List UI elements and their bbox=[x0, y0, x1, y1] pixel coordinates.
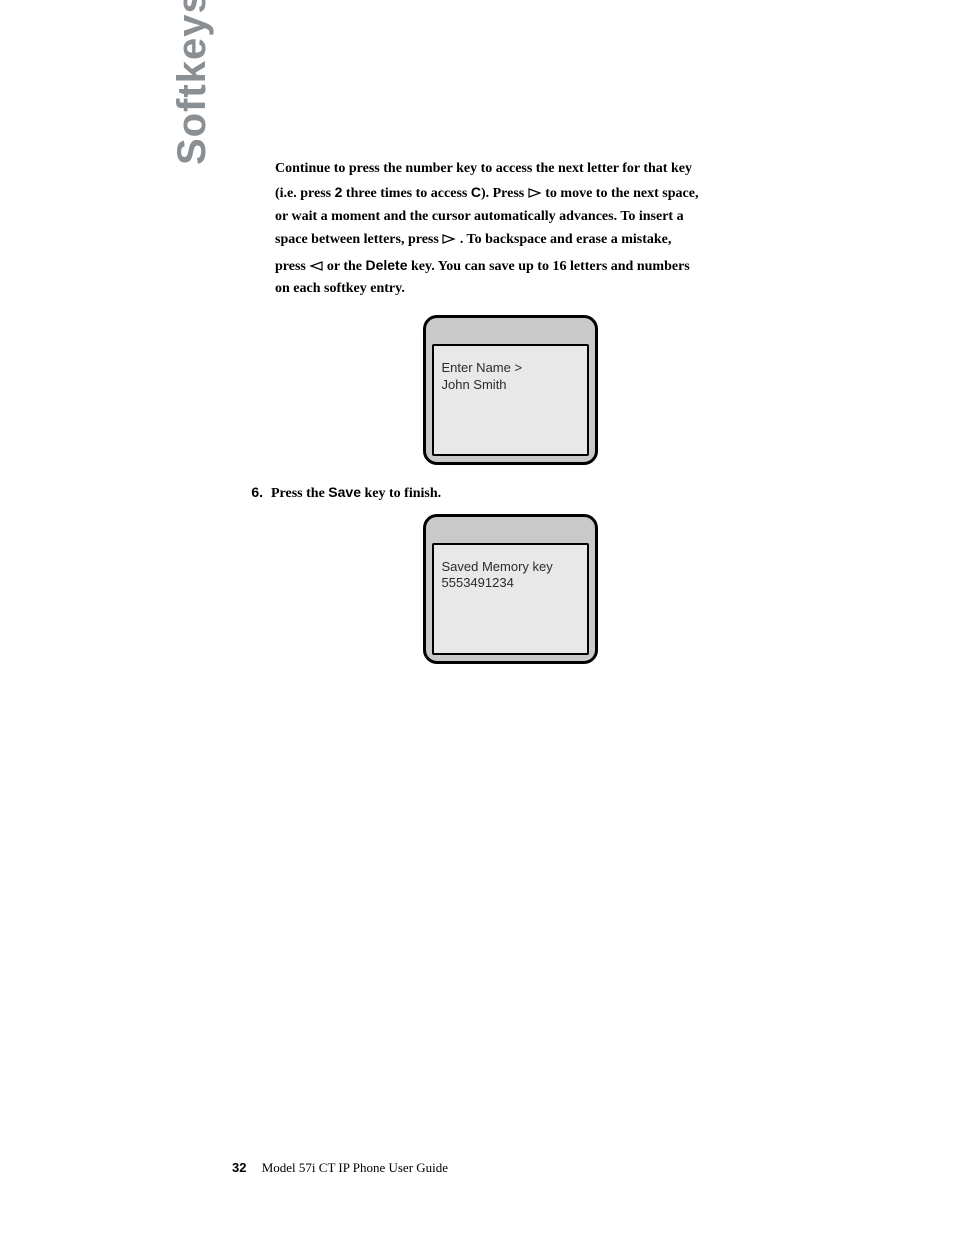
text: Continue to press the number key to acce… bbox=[275, 161, 692, 176]
screen-display: Enter Name > John Smith bbox=[432, 344, 589, 456]
footer-title: Model 57i CT IP Phone User Guide bbox=[262, 1160, 448, 1175]
paragraph-line: or wait a moment and the cursor automati… bbox=[275, 208, 745, 227]
delete-key-label: Delete bbox=[365, 257, 407, 273]
screen-line-1: Enter Name > bbox=[442, 360, 579, 376]
letter-c: C bbox=[471, 184, 481, 200]
paragraph-line: Continue to press the number key to acce… bbox=[275, 160, 745, 179]
body-text-block: Continue to press the number key to acce… bbox=[275, 160, 745, 674]
document-page: Softkeys Continue to press the number ke… bbox=[0, 0, 954, 1235]
phone-screen: Saved Memory key 5553491234 bbox=[423, 514, 598, 664]
text: ). Press bbox=[481, 186, 528, 201]
text: or wait a moment and the cursor automati… bbox=[275, 209, 684, 224]
text: three times to access bbox=[342, 186, 470, 201]
page-footer: 32 Model 57i CT IP Phone User Guide bbox=[232, 1160, 448, 1176]
right-arrow-icon bbox=[442, 234, 456, 244]
paragraph-line: space between letters, press . To backsp… bbox=[275, 231, 745, 250]
page-number: 32 bbox=[232, 1160, 246, 1175]
text: on each softkey entry. bbox=[275, 281, 405, 296]
section-heading: Softkeys bbox=[170, 0, 215, 165]
phone-screen: Enter Name > John Smith bbox=[423, 315, 598, 465]
paragraph-line: on each softkey entry. bbox=[275, 280, 745, 299]
screen-display: Saved Memory key 5553491234 bbox=[432, 543, 589, 655]
text: (i.e. press bbox=[275, 186, 335, 201]
screen-line-2: John Smith bbox=[442, 377, 579, 393]
text: Press the bbox=[271, 486, 328, 501]
step-number: 6. bbox=[245, 483, 263, 504]
paragraph-line: press or the Delete key. You can save up… bbox=[275, 256, 745, 277]
phone-screen-figure: Saved Memory key 5553491234 bbox=[423, 514, 598, 664]
text: space between letters, press bbox=[275, 232, 442, 247]
text: . To backspace and erase a mistake, bbox=[456, 232, 671, 247]
phone-screen-figure: Enter Name > John Smith bbox=[423, 315, 598, 465]
step-text: Press the Save key to finish. bbox=[271, 483, 441, 504]
screen-line-2: 5553491234 bbox=[442, 575, 579, 591]
text: key. You can save up to 16 letters and n… bbox=[408, 259, 690, 274]
left-arrow-icon bbox=[309, 261, 323, 271]
text: or the bbox=[323, 259, 365, 274]
screen-line-1: Saved Memory key bbox=[442, 559, 579, 575]
step-6: 6. Press the Save key to finish. bbox=[245, 483, 745, 504]
text: press bbox=[275, 259, 309, 274]
right-arrow-icon bbox=[528, 188, 542, 198]
text: to move to the next space, bbox=[542, 186, 699, 201]
text: key to finish. bbox=[361, 486, 441, 501]
save-key-label: Save bbox=[328, 484, 361, 500]
section-heading-text: Softkeys bbox=[170, 0, 214, 165]
paragraph-line: (i.e. press 2 three times to access C). … bbox=[275, 183, 745, 204]
